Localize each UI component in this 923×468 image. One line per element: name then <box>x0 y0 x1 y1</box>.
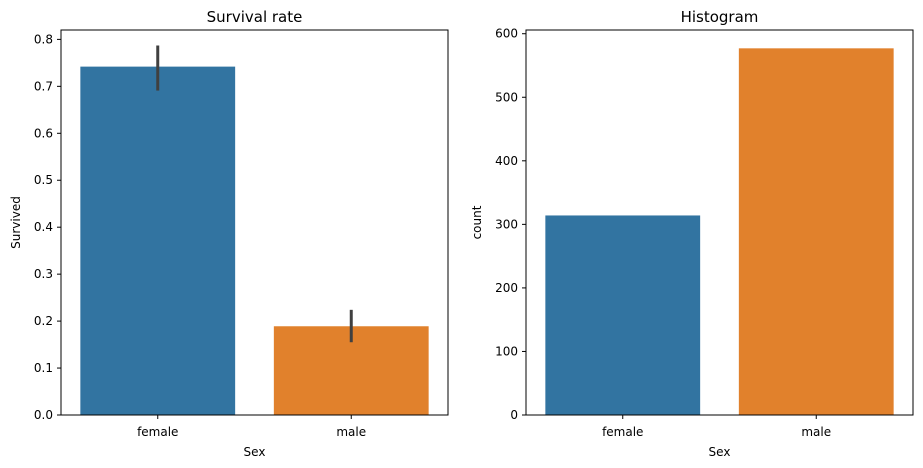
x-tick-label: male <box>336 425 366 439</box>
plot-frame <box>60 29 449 416</box>
chart-title: Histogram <box>681 8 759 26</box>
bar-male <box>738 48 894 415</box>
bar-female <box>80 66 236 416</box>
y-tick-label: 0.6 <box>34 126 53 140</box>
y-tick-label: 300 <box>495 217 518 231</box>
y-tick-label: 0.3 <box>34 267 53 281</box>
x-tick-label: male <box>801 425 831 439</box>
y-tick-label: 0.1 <box>34 361 53 375</box>
plot-marks: female male 0.0 0.1 0.2 0.3 0.4 0.5 0.6 0.7 0.8 <box>34 32 429 439</box>
y-tick-label: 100 <box>495 344 518 358</box>
histogram-chart: Histogram female male0100200300400500600 … <box>470 8 914 459</box>
y-tick-label: 500 <box>495 90 518 104</box>
y-tick-label: 0.0 <box>34 408 53 422</box>
x-axis-label: Sex <box>709 445 731 459</box>
x-tick-label: female <box>602 425 643 439</box>
bar-female <box>545 215 701 415</box>
y-tick-label: 0.2 <box>34 314 53 328</box>
x-axis-label: Sex <box>244 445 266 459</box>
plot-frame <box>525 29 914 416</box>
y-tick-label: 0.4 <box>34 220 53 234</box>
plot-marks: female male 0 100 200 300 400 500 600 <box>495 27 894 439</box>
y-axis-label: count <box>470 205 484 239</box>
chart-title: Survival rate <box>207 8 303 26</box>
y-tick-label: 0.5 <box>34 173 53 187</box>
y-tick-label: 0.7 <box>34 79 53 93</box>
survival-rate-chart: Survival rate female male 0.0 0.1 0.2 0.3 0.4 0… <box>9 8 449 459</box>
y-axis-label: Survived <box>9 196 23 249</box>
x-tick-label: female <box>137 425 178 439</box>
y-tick-label: 0 <box>510 408 518 422</box>
y-tick-label: 0.8 <box>34 32 53 46</box>
y-tick-label: 600 <box>495 27 518 41</box>
y-tick-label: 400 <box>495 154 518 168</box>
y-tick-label: 200 <box>495 281 518 295</box>
